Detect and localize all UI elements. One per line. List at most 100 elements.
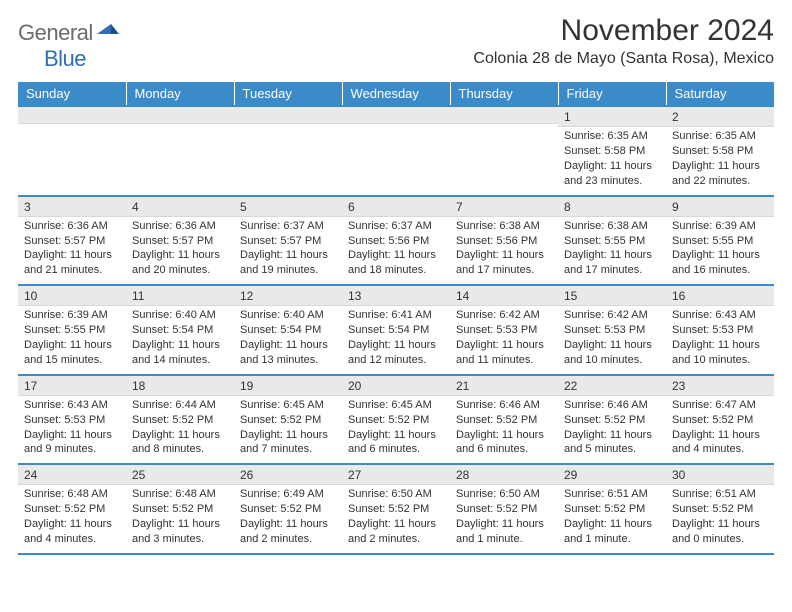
daylight-line: Daylight: 11 hours and 22 minutes.	[672, 159, 768, 189]
day-number	[234, 107, 342, 124]
weekday-header: Tuesday	[234, 82, 342, 106]
day-details: Sunrise: 6:48 AMSunset: 5:52 PMDaylight:…	[126, 485, 234, 552]
sunrise-line: Sunrise: 6:51 AM	[564, 487, 660, 502]
day-number	[342, 107, 450, 124]
sunrise-line: Sunrise: 6:39 AM	[24, 308, 120, 323]
daylight-line: Daylight: 11 hours and 4 minutes.	[672, 428, 768, 458]
day-details: Sunrise: 6:48 AMSunset: 5:52 PMDaylight:…	[18, 485, 126, 552]
calendar-day-cell: 10Sunrise: 6:39 AMSunset: 5:55 PMDayligh…	[18, 285, 126, 375]
sunset-line: Sunset: 5:53 PM	[564, 323, 660, 338]
calendar-day-cell: 8Sunrise: 6:38 AMSunset: 5:55 PMDaylight…	[558, 196, 666, 286]
day-details: Sunrise: 6:38 AMSunset: 5:56 PMDaylight:…	[450, 217, 558, 284]
calendar-week-row: 10Sunrise: 6:39 AMSunset: 5:55 PMDayligh…	[18, 285, 774, 375]
day-number: 27	[342, 465, 450, 485]
daylight-line: Daylight: 11 hours and 14 minutes.	[132, 338, 228, 368]
day-number: 15	[558, 286, 666, 306]
daylight-line: Daylight: 11 hours and 13 minutes.	[240, 338, 336, 368]
day-details: Sunrise: 6:42 AMSunset: 5:53 PMDaylight:…	[450, 306, 558, 373]
sunset-line: Sunset: 5:58 PM	[672, 144, 768, 159]
calendar-header-row: SundayMondayTuesdayWednesdayThursdayFrid…	[18, 82, 774, 106]
calendar-day-cell: 26Sunrise: 6:49 AMSunset: 5:52 PMDayligh…	[234, 464, 342, 554]
daylight-line: Daylight: 11 hours and 10 minutes.	[564, 338, 660, 368]
day-number: 30	[666, 465, 774, 485]
sunrise-line: Sunrise: 6:41 AM	[348, 308, 444, 323]
day-number: 21	[450, 376, 558, 396]
daylight-line: Daylight: 11 hours and 6 minutes.	[456, 428, 552, 458]
sunrise-line: Sunrise: 6:38 AM	[564, 219, 660, 234]
daylight-line: Daylight: 11 hours and 23 minutes.	[564, 159, 660, 189]
daylight-line: Daylight: 11 hours and 8 minutes.	[132, 428, 228, 458]
sunrise-line: Sunrise: 6:43 AM	[24, 398, 120, 413]
day-details: Sunrise: 6:43 AMSunset: 5:53 PMDaylight:…	[666, 306, 774, 373]
sunrise-line: Sunrise: 6:42 AM	[456, 308, 552, 323]
sunset-line: Sunset: 5:57 PM	[24, 234, 120, 249]
day-details: Sunrise: 6:37 AMSunset: 5:56 PMDaylight:…	[342, 217, 450, 284]
sunset-line: Sunset: 5:53 PM	[672, 323, 768, 338]
sunset-line: Sunset: 5:53 PM	[456, 323, 552, 338]
sunset-line: Sunset: 5:52 PM	[456, 413, 552, 428]
calendar-body: 1Sunrise: 6:35 AMSunset: 5:58 PMDaylight…	[18, 106, 774, 554]
calendar-day-cell: 23Sunrise: 6:47 AMSunset: 5:52 PMDayligh…	[666, 375, 774, 465]
sunrise-line: Sunrise: 6:36 AM	[132, 219, 228, 234]
calendar-week-row: 1Sunrise: 6:35 AMSunset: 5:58 PMDaylight…	[18, 106, 774, 196]
sunrise-line: Sunrise: 6:50 AM	[348, 487, 444, 502]
calendar-week-row: 24Sunrise: 6:48 AMSunset: 5:52 PMDayligh…	[18, 464, 774, 554]
day-details: Sunrise: 6:37 AMSunset: 5:57 PMDaylight:…	[234, 217, 342, 284]
sunset-line: Sunset: 5:52 PM	[456, 502, 552, 517]
day-details	[450, 124, 558, 186]
day-number: 17	[18, 376, 126, 396]
sunset-line: Sunset: 5:52 PM	[672, 502, 768, 517]
weekday-header: Friday	[558, 82, 666, 106]
day-details: Sunrise: 6:44 AMSunset: 5:52 PMDaylight:…	[126, 396, 234, 463]
day-details: Sunrise: 6:38 AMSunset: 5:55 PMDaylight:…	[558, 217, 666, 284]
sunset-line: Sunset: 5:56 PM	[456, 234, 552, 249]
sunset-line: Sunset: 5:58 PM	[564, 144, 660, 159]
day-number	[126, 107, 234, 124]
calendar-day-cell: 5Sunrise: 6:37 AMSunset: 5:57 PMDaylight…	[234, 196, 342, 286]
calendar-day-cell: 19Sunrise: 6:45 AMSunset: 5:52 PMDayligh…	[234, 375, 342, 465]
day-number: 8	[558, 197, 666, 217]
daylight-line: Daylight: 11 hours and 17 minutes.	[564, 248, 660, 278]
day-number: 16	[666, 286, 774, 306]
day-number: 2	[666, 107, 774, 127]
calendar-day-cell: 12Sunrise: 6:40 AMSunset: 5:54 PMDayligh…	[234, 285, 342, 375]
calendar-table: SundayMondayTuesdayWednesdayThursdayFrid…	[18, 82, 774, 555]
daylight-line: Daylight: 11 hours and 17 minutes.	[456, 248, 552, 278]
day-details: Sunrise: 6:35 AMSunset: 5:58 PMDaylight:…	[558, 127, 666, 194]
sunrise-line: Sunrise: 6:44 AM	[132, 398, 228, 413]
calendar-day-cell: 27Sunrise: 6:50 AMSunset: 5:52 PMDayligh…	[342, 464, 450, 554]
sunrise-line: Sunrise: 6:46 AM	[564, 398, 660, 413]
calendar-day-cell: 15Sunrise: 6:42 AMSunset: 5:53 PMDayligh…	[558, 285, 666, 375]
day-details: Sunrise: 6:40 AMSunset: 5:54 PMDaylight:…	[234, 306, 342, 373]
calendar-day-cell: 18Sunrise: 6:44 AMSunset: 5:52 PMDayligh…	[126, 375, 234, 465]
sunrise-line: Sunrise: 6:39 AM	[672, 219, 768, 234]
calendar-day-cell: 2 Sunrise: 6:35 AMSunset: 5:58 PMDaylight…	[666, 106, 774, 196]
day-number: 23	[666, 376, 774, 396]
sunrise-line: Sunrise: 6:37 AM	[240, 219, 336, 234]
sunrise-line: Sunrise: 6:43 AM	[672, 308, 768, 323]
sunset-line: Sunset: 5:52 PM	[564, 502, 660, 517]
calendar-day-cell	[342, 106, 450, 196]
day-details: Sunrise: 6:39 AMSunset: 5:55 PMDaylight:…	[18, 306, 126, 373]
calendar-day-cell: 24Sunrise: 6:48 AMSunset: 5:52 PMDayligh…	[18, 464, 126, 554]
daylight-line: Daylight: 11 hours and 12 minutes.	[348, 338, 444, 368]
calendar-day-cell: 22Sunrise: 6:46 AMSunset: 5:52 PMDayligh…	[558, 375, 666, 465]
day-details: Sunrise: 6:43 AMSunset: 5:53 PMDaylight:…	[18, 396, 126, 463]
month-title: November 2024	[473, 14, 774, 48]
day-details: Sunrise: 6:40 AMSunset: 5:54 PMDaylight:…	[126, 306, 234, 373]
calendar-week-row: 17Sunrise: 6:43 AMSunset: 5:53 PMDayligh…	[18, 375, 774, 465]
day-details: Sunrise: 6:36 AMSunset: 5:57 PMDaylight:…	[18, 217, 126, 284]
calendar-day-cell: 9Sunrise: 6:39 AMSunset: 5:55 PMDaylight…	[666, 196, 774, 286]
calendar-day-cell: 16Sunrise: 6:43 AMSunset: 5:53 PMDayligh…	[666, 285, 774, 375]
daylight-line: Daylight: 11 hours and 1 minute.	[456, 517, 552, 547]
day-number: 12	[234, 286, 342, 306]
daylight-line: Daylight: 11 hours and 6 minutes.	[348, 428, 444, 458]
sunset-line: Sunset: 5:52 PM	[564, 413, 660, 428]
day-details: Sunrise: 6:51 AMSunset: 5:52 PMDaylight:…	[666, 485, 774, 552]
day-number: 7	[450, 197, 558, 217]
day-number: 5	[234, 197, 342, 217]
sunrise-line: Sunrise: 6:45 AM	[240, 398, 336, 413]
sunrise-line: Sunrise: 6:35 AM	[672, 129, 768, 144]
day-number: 25	[126, 465, 234, 485]
weekday-header: Saturday	[666, 82, 774, 106]
